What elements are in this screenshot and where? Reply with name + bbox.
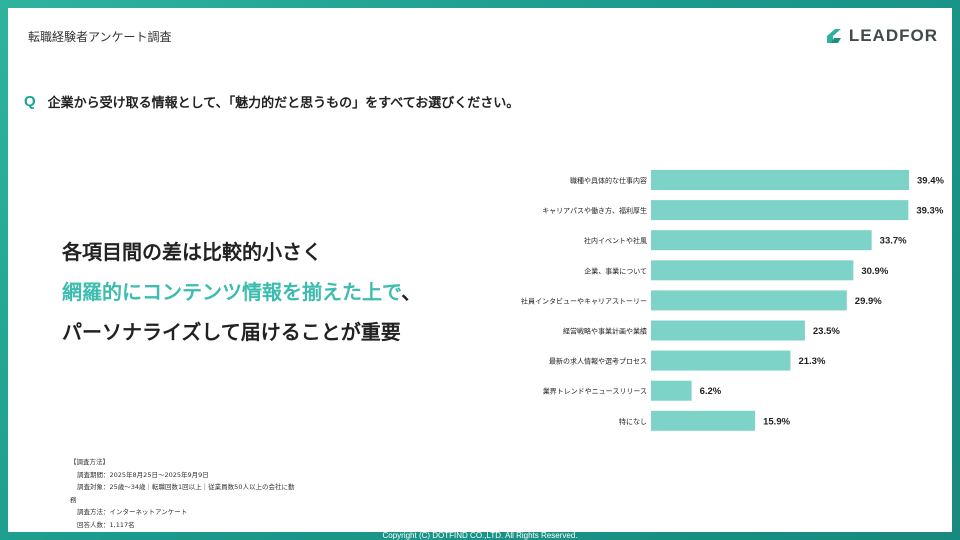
chart-bar [651, 200, 909, 221]
headline-line-1: 各項目間の差は比較的小さく [62, 240, 322, 264]
value-label: 33.7% [880, 236, 907, 247]
value-label: 29.9% [855, 296, 882, 307]
method-respondents: 回答人数：1,117名 [77, 520, 135, 529]
category-label: 経営戦略や事業計画や業績 [563, 327, 647, 336]
logo: LEADFOR [825, 26, 938, 46]
value-label: 30.9% [861, 266, 888, 277]
headline: 各項目間の差は比較的小さく 網羅的にコンテンツ情報を揃えた上で、 パーソナライズ… [62, 232, 421, 352]
chart-bar [651, 350, 791, 371]
logo-text: LEADFOR [848, 26, 938, 45]
headline-line-2: 網羅的にコンテンツ情報を揃えた上で、 [62, 272, 421, 312]
leadfor-logo-icon [826, 29, 841, 43]
category-label: 社内イベントや社風 [584, 236, 647, 245]
value-label: 23.5% [813, 326, 840, 337]
page-title: 転職経験者アンケート調査 [28, 30, 172, 44]
survey-method: 【調査方法】 調査期間：2025年8月25日～2025年9月9日 調査対象：25… [70, 456, 294, 531]
value-label: 21.3% [798, 356, 825, 367]
headline-accent: 網羅的にコンテンツ情報を揃えた上で [62, 280, 402, 304]
category-label: キャリアパスや働き方、福利厚生 [542, 206, 647, 215]
method-period: 調査期間：2025年8月25日～2025年9月9日 [77, 470, 209, 479]
chart-bar [651, 290, 847, 311]
method-type: 調査方法：インターネットアンケート [77, 508, 188, 516]
value-label: 39.3% [916, 206, 943, 217]
headline-line-2-rest: 、 [401, 280, 422, 304]
category-label: 職種や具体的な仕事内容 [570, 176, 647, 185]
question: Q 企業から受け取る情報として、「魅力的だと思うもの」をすべてお選びください。 [24, 92, 519, 111]
question-mark: Q [24, 93, 36, 110]
chart-bar [651, 260, 854, 281]
method-heading: 【調査方法】 [70, 458, 109, 466]
category-label: 企業、事業について [584, 266, 647, 275]
category-label: 業界トレンドやニュースリリース [543, 387, 647, 396]
method-target-cont: 務 [70, 495, 77, 504]
value-label: 39.4% [917, 176, 944, 187]
value-label: 6.2% [700, 386, 722, 397]
category-label: 最新の求人情報や選考プロセス [549, 357, 647, 366]
method-target: 調査対象：25歳～34歳｜転職回数1回以上｜従業員数50人以上の会社に勤 [77, 483, 295, 491]
chart-bar [651, 410, 756, 431]
chart-bar [651, 320, 805, 341]
headline-line-3: パーソナライズして届けることが重要 [62, 320, 401, 344]
copyright: Copyright (C) DOTFIND CO.,LTD. All Right… [382, 531, 578, 540]
question-text: 企業から受け取る情報として、「魅力的だと思うもの」をすべてお選びください。 [47, 96, 520, 111]
category-label: 社員インタビューやキャリアストーリー [521, 296, 647, 305]
chart-bar [651, 230, 872, 251]
chart-bar [651, 170, 909, 190]
category-label: 特になし [619, 417, 647, 426]
value-label: 15.9% [763, 416, 790, 427]
chart-bar [651, 380, 692, 401]
